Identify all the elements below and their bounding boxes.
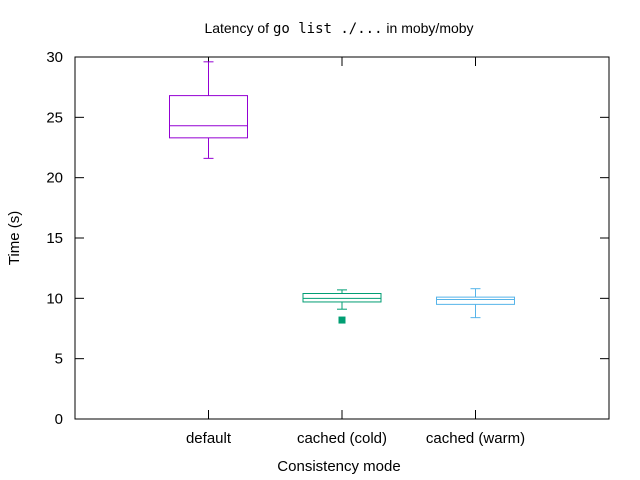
x-tick-label: cached (warm) bbox=[426, 430, 525, 447]
chart-title-prefix: Latency of bbox=[204, 20, 273, 36]
box-outlier-point bbox=[338, 316, 346, 324]
y-tick-label: 10 bbox=[46, 290, 63, 307]
plot-area: 0 5 10 15 20 25 30 default cached (cold) cached (… bbox=[46, 49, 610, 447]
box-iqr bbox=[436, 296, 515, 305]
x-tick-label: cached (cold) bbox=[297, 430, 387, 447]
x-tick-label: default bbox=[186, 430, 232, 447]
box-iqr bbox=[302, 293, 382, 303]
y-axis-label: Time (s) bbox=[6, 211, 23, 265]
y-tick-label: 20 bbox=[46, 170, 63, 187]
y-tick-label: 15 bbox=[46, 230, 63, 247]
y-tick-label: 5 bbox=[55, 351, 63, 368]
y-tick-label: 0 bbox=[55, 411, 63, 428]
y-tick-label: 30 bbox=[46, 49, 63, 66]
box-iqr bbox=[169, 95, 248, 139]
x-axis-label: Consistency mode bbox=[277, 458, 400, 475]
chart-title-code: go list ./... bbox=[273, 21, 383, 37]
chart-title-suffix: in moby/moby bbox=[383, 20, 474, 36]
y-tick-label: 25 bbox=[46, 109, 63, 126]
chart-title: Latency of go list ./... in moby/moby bbox=[204, 20, 473, 37]
plot-frame bbox=[74, 56, 610, 420]
